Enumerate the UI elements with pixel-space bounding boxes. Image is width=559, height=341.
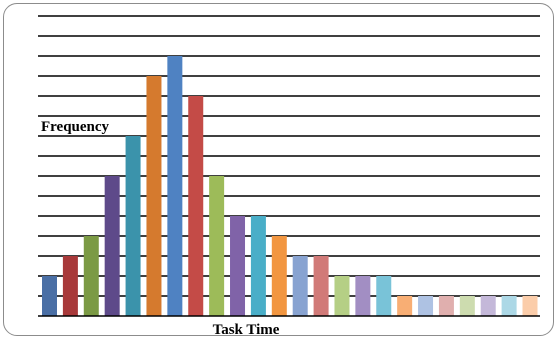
bar-21: [459, 296, 475, 316]
bar-20: [438, 296, 454, 316]
bar-12: [271, 236, 287, 316]
bar-13: [292, 256, 308, 316]
bar-17: [376, 276, 392, 316]
bar-9: [209, 176, 225, 316]
bar-6: [146, 76, 162, 316]
bar-7: [167, 56, 183, 316]
bar-11: [250, 216, 266, 316]
gridlines: [38, 15, 540, 297]
bar-10: [230, 216, 246, 316]
bar-22: [480, 296, 496, 316]
bar-23: [501, 296, 517, 316]
bar-4: [104, 176, 120, 316]
y-axis-label: Frequency: [41, 119, 110, 135]
bar-1: [42, 276, 57, 316]
bar-15: [334, 276, 350, 316]
bar-24: [522, 296, 538, 316]
bar-14: [313, 256, 329, 316]
x-axis-label: Task Time: [213, 322, 280, 338]
bar-8: [188, 96, 204, 316]
bar-3: [83, 236, 99, 316]
bar-16: [355, 276, 371, 316]
bar-18: [397, 296, 413, 316]
bar-5: [125, 136, 141, 316]
bars: [42, 56, 538, 316]
bar-19: [418, 296, 434, 316]
bar-2: [62, 256, 78, 316]
